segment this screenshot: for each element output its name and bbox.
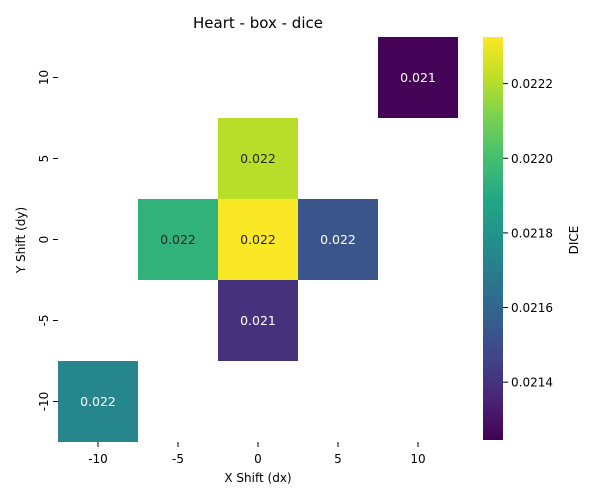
colorbar-label: DICE: [567, 226, 581, 255]
heatmap-cell-label: 0.021: [400, 70, 436, 85]
colorbar-tick-label: 0.0214: [511, 376, 553, 390]
heatmap-cell-label: 0.021: [240, 313, 276, 328]
y-axis-ticks: 10 5 0 -5 -10: [37, 70, 58, 411]
colorbar-tick-label: 0.0222: [511, 77, 553, 91]
heatmap-cell-rect: [218, 118, 298, 199]
x-tick-label: 5: [334, 452, 342, 466]
heatmap-cell-rect: [218, 199, 298, 280]
colorbar-tick-label: 0.0216: [511, 301, 553, 315]
heatmap-cells: 0.021 0.022 0.022 0.022 0.022 0.021 0.022: [58, 37, 458, 442]
chart-title: Heart - box - dice: [193, 14, 323, 32]
heatmap-cell-rect: [378, 37, 458, 118]
x-tick-label: -5: [172, 452, 184, 466]
x-tick-label: -10: [88, 452, 108, 466]
heatmap-cell: 0.022: [218, 199, 298, 280]
heatmap-cell: 0.022: [298, 199, 378, 280]
heatmap-cell-rect: [138, 199, 218, 280]
heatmap-cell-rect: [58, 361, 138, 442]
heatmap-cell-rect: [218, 280, 298, 361]
heatmap-cell-label: 0.022: [320, 232, 356, 247]
heatmap-cell: 0.021: [218, 280, 298, 361]
heatmap-cell-label: 0.022: [160, 232, 196, 247]
x-tick-label: 10: [410, 452, 425, 466]
heatmap-cell-label: 0.022: [80, 394, 116, 409]
y-axis-label: Y Shift (dy): [14, 207, 28, 274]
heatmap-cell: 0.022: [138, 199, 218, 280]
y-tick-label: -10: [37, 392, 51, 412]
y-tick-label: 0: [37, 236, 51, 244]
x-axis-ticks: -10 -5 0 5 10: [88, 442, 426, 466]
colorbar-tick-label: 0.0220: [511, 152, 553, 166]
x-tick-label: 0: [254, 452, 262, 466]
x-axis-label: X Shift (dx): [224, 471, 291, 485]
colorbar-gradient: [483, 37, 503, 440]
heatmap-cell-label: 0.022: [240, 232, 276, 247]
y-tick-label: 10: [37, 70, 51, 85]
heatmap-cell: 0.022: [218, 118, 298, 199]
heatmap-cell-rect: [298, 199, 378, 280]
y-tick-label: -5: [37, 315, 51, 327]
colorbar-tick-label: 0.0218: [511, 226, 553, 240]
heatmap-cell: 0.022: [58, 361, 138, 442]
heatmap-cell-label: 0.022: [240, 151, 276, 166]
colorbar: 0.0214 0.0216 0.0218 0.0220 0.0222: [483, 37, 553, 440]
y-tick-label: 5: [37, 155, 51, 163]
heatmap-cell: 0.021: [378, 37, 458, 118]
